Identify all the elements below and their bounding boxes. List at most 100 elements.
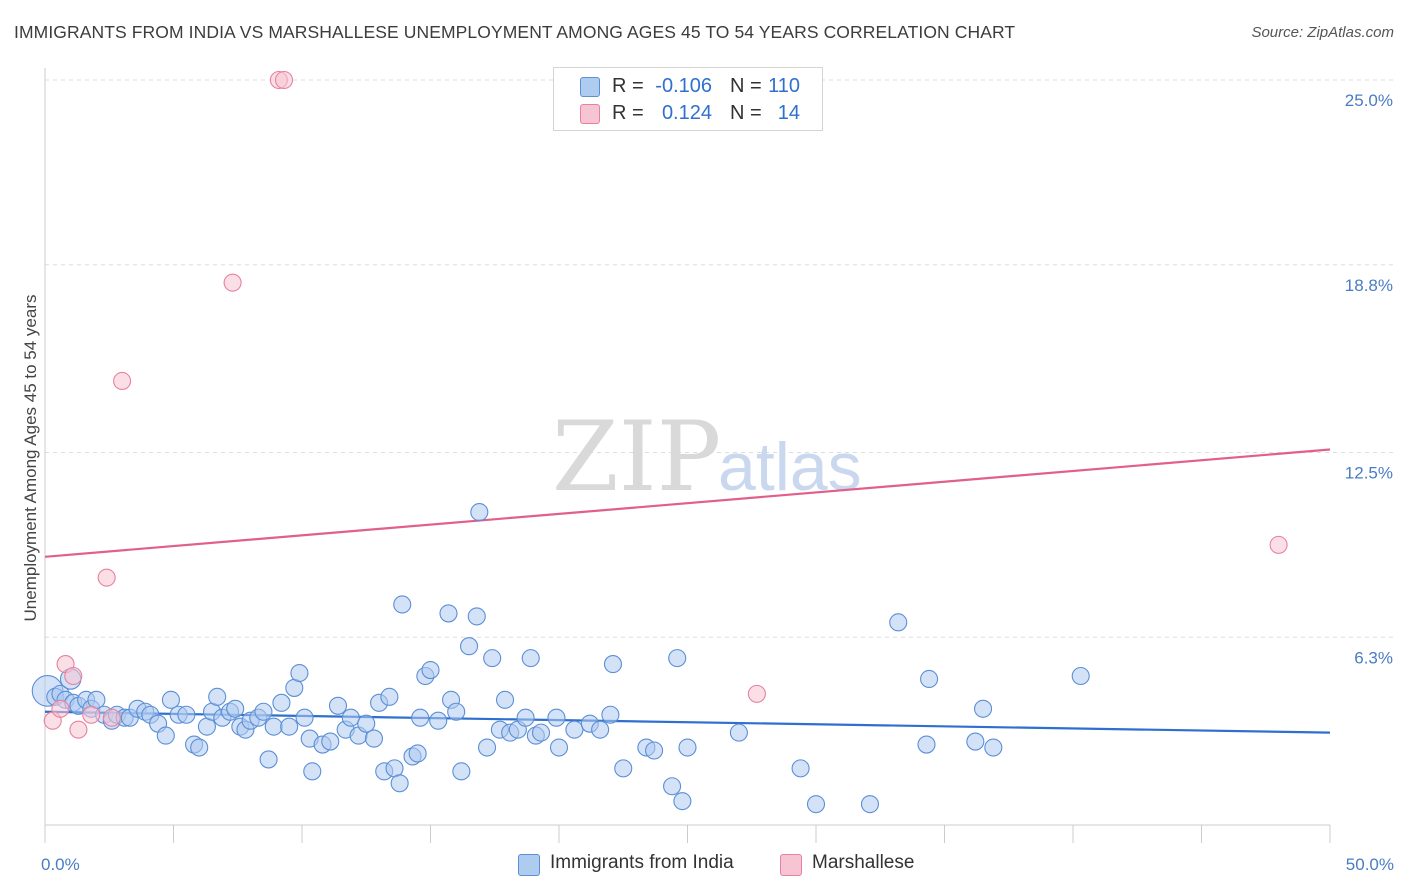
- trendline-marshallese: [44, 448, 1331, 558]
- point-marshallese[interactable]: [69, 720, 88, 739]
- point-india[interactable]: [645, 741, 664, 760]
- point-india[interactable]: [917, 735, 936, 754]
- chart-title: IMMIGRANTS FROM INDIA VS MARSHALLESE UNE…: [14, 22, 1016, 42]
- point-marshallese[interactable]: [747, 684, 766, 703]
- point-india[interactable]: [259, 750, 278, 769]
- point-india[interactable]: [984, 738, 1003, 757]
- y-tick-label: 12.5%: [1345, 464, 1393, 483]
- legend-swatch-marshallese: [580, 104, 600, 124]
- series-legend: Immigrants from India Marshallese: [0, 852, 1406, 878]
- point-india[interactable]: [295, 708, 314, 727]
- point-marshallese[interactable]: [274, 70, 294, 90]
- legend-r-label: R =: [612, 75, 644, 97]
- legend-n-label: N =: [730, 75, 762, 97]
- point-marshallese[interactable]: [82, 705, 101, 724]
- point-india[interactable]: [806, 795, 826, 814]
- point-india[interactable]: [565, 720, 584, 739]
- point-india[interactable]: [321, 732, 340, 751]
- x-tick-label: 50.0%: [1346, 855, 1394, 874]
- point-india[interactable]: [357, 714, 376, 733]
- point-india[interactable]: [678, 738, 697, 757]
- point-india[interactable]: [673, 792, 692, 811]
- point-india[interactable]: [156, 726, 175, 745]
- point-india[interactable]: [920, 669, 939, 689]
- point-marshallese[interactable]: [1269, 535, 1288, 554]
- point-india[interactable]: [547, 708, 566, 727]
- point-india[interactable]: [380, 687, 399, 706]
- point-india[interactable]: [408, 744, 427, 763]
- point-marshallese[interactable]: [102, 708, 121, 727]
- point-india[interactable]: [421, 660, 440, 680]
- point-india[interactable]: [161, 690, 180, 709]
- point-india[interactable]: [429, 711, 448, 730]
- legend-n-label: N =: [730, 102, 762, 124]
- legend-r-value: -0.106: [655, 75, 712, 97]
- point-india[interactable]: [447, 702, 466, 721]
- point-india[interactable]: [208, 687, 227, 706]
- series-label-india: Immigrants from India: [550, 852, 734, 873]
- point-india[interactable]: [452, 762, 471, 781]
- point-india[interactable]: [521, 649, 540, 668]
- point-india[interactable]: [459, 637, 479, 656]
- point-india[interactable]: [477, 738, 497, 757]
- y-tick-label: 18.8%: [1345, 276, 1393, 295]
- point-india[interactable]: [591, 720, 610, 739]
- point-marshallese[interactable]: [97, 568, 116, 587]
- point-india[interactable]: [328, 696, 348, 715]
- watermark-atlas: atlas: [718, 429, 862, 505]
- point-india[interactable]: [860, 795, 880, 814]
- series-swatch-marshallese: [780, 854, 802, 876]
- point-india[interactable]: [791, 759, 810, 778]
- legend-n-value: 110: [768, 75, 800, 97]
- point-india[interactable]: [729, 723, 748, 742]
- legend-r-value: 0.124: [661, 102, 712, 124]
- legend-row-marshallese: R = 0.124 N = 14: [554, 101, 822, 127]
- point-india[interactable]: [341, 708, 360, 727]
- point-india[interactable]: [495, 690, 515, 709]
- point-india[interactable]: [411, 708, 430, 727]
- point-india[interactable]: [516, 708, 535, 727]
- legend-swatch-india: [580, 77, 600, 97]
- point-india[interactable]: [439, 604, 458, 623]
- point-marshallese[interactable]: [64, 666, 83, 686]
- y-tick-label: 6.3%: [1354, 648, 1393, 667]
- point-marshallese[interactable]: [223, 273, 242, 292]
- watermark-zip: ZIP: [552, 401, 721, 513]
- point-india[interactable]: [973, 699, 993, 718]
- point-india[interactable]: [889, 613, 908, 632]
- point-india[interactable]: [668, 649, 687, 668]
- point-india[interactable]: [663, 777, 682, 796]
- label-layer: Unemployment Among Ages 45 to 54 years 6…: [21, 91, 1394, 874]
- point-india[interactable]: [303, 762, 322, 781]
- point-india[interactable]: [467, 607, 486, 626]
- point-india[interactable]: [290, 663, 309, 683]
- point-india[interactable]: [272, 693, 291, 712]
- point-india[interactable]: [614, 759, 633, 778]
- point-india[interactable]: [177, 705, 196, 724]
- series-label-marshallese: Marshallese: [812, 852, 915, 873]
- point-india[interactable]: [483, 649, 502, 668]
- watermark: ZIP atlas: [552, 401, 862, 513]
- point-marshallese[interactable]: [113, 371, 132, 391]
- point-marshallese[interactable]: [51, 699, 70, 718]
- point-india[interactable]: [601, 705, 620, 724]
- point-india[interactable]: [190, 738, 209, 757]
- point-india[interactable]: [254, 702, 273, 721]
- y-tick-label: 25.0%: [1345, 91, 1393, 110]
- point-india[interactable]: [264, 717, 283, 736]
- point-india[interactable]: [531, 723, 551, 742]
- point-india[interactable]: [470, 503, 489, 522]
- point-india[interactable]: [226, 699, 245, 718]
- legend-r-label: R =: [612, 102, 644, 124]
- point-india[interactable]: [549, 738, 569, 757]
- point-india[interactable]: [603, 655, 623, 674]
- point-india[interactable]: [966, 732, 985, 751]
- correlation-legend: R = -0.106 N = 110 R = 0.124 N = 14: [553, 67, 823, 131]
- point-india[interactable]: [364, 729, 384, 748]
- point-india[interactable]: [390, 774, 409, 793]
- legend-n-value: 14: [777, 102, 800, 124]
- point-india[interactable]: [393, 595, 412, 614]
- point-india[interactable]: [280, 717, 299, 736]
- point-india[interactable]: [1071, 666, 1090, 686]
